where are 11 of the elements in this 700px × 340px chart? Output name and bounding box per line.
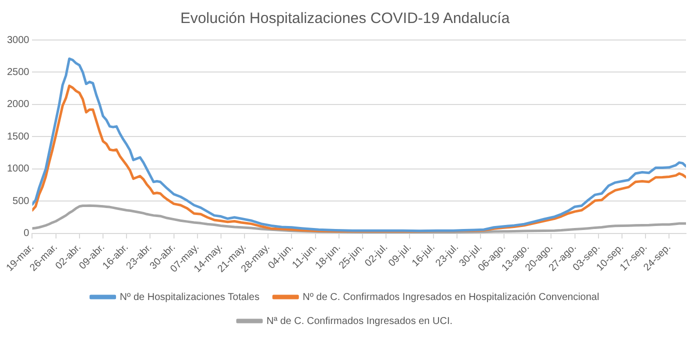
chart-title: Evolución Hospitalizaciones COVID-19 Andalucía	[180, 10, 510, 28]
legend-label: Nº de Hospitalizaciones Totales	[120, 292, 260, 303]
y-tick-label: 2500	[6, 67, 30, 78]
y-tick-label: 1000	[6, 164, 30, 175]
y-tick-label: 500	[12, 196, 30, 207]
y-tick-label: 0	[24, 228, 30, 240]
legend-label: Nº de C. Confirmados Ingresados en Hospitalización Convencional	[302, 292, 600, 303]
y-tick-label: 3000	[6, 34, 30, 46]
y-tick-label: 1500	[6, 132, 30, 142]
legend-label: Nª de C. Confirmados Ingresados en UCI.	[266, 316, 453, 327]
y-tick-label: 2000	[6, 99, 30, 110]
